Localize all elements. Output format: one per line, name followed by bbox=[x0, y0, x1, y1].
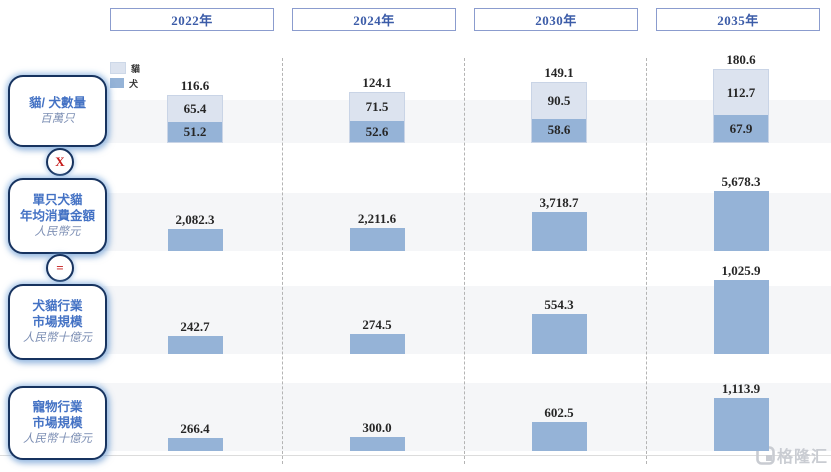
bar bbox=[713, 191, 769, 251]
label-line: 年均消費金額 bbox=[19, 209, 95, 223]
bar bbox=[713, 279, 769, 354]
bar-value-label: 242.7 bbox=[180, 319, 210, 335]
cat-swatch-icon bbox=[110, 62, 126, 74]
bar bbox=[167, 336, 223, 354]
watermark-text: 格隆汇 bbox=[776, 449, 828, 466]
bar bbox=[167, 438, 223, 451]
label-line: 市場規模 bbox=[32, 315, 83, 329]
legend-label: 犬 bbox=[129, 78, 139, 89]
bar-value-label: 274.5 bbox=[362, 317, 392, 333]
dog-swatch-icon bbox=[110, 78, 124, 88]
bar-segment-dog: 58.6 bbox=[531, 118, 587, 143]
bar bbox=[349, 227, 405, 251]
bar-value-label: 554.3 bbox=[544, 296, 574, 312]
bar-value-label: 2,082.3 bbox=[175, 212, 215, 228]
bar-value-label: 1,113.9 bbox=[721, 380, 761, 396]
bar bbox=[167, 229, 223, 251]
stacked-bar-total-label: 149.1 bbox=[544, 64, 574, 80]
bar-value-label: 1,025.9 bbox=[721, 262, 761, 278]
bar bbox=[531, 211, 587, 251]
bar-segment-cat: 112.7 bbox=[713, 68, 769, 116]
stacked-bar-total-label: 180.6 bbox=[726, 51, 756, 67]
bottom-baseline bbox=[0, 455, 831, 456]
bar bbox=[531, 422, 587, 451]
label-line: 市場規模 bbox=[32, 416, 83, 430]
label-box-pet-market: 寵物行業 市場規模 人民幣十億元 bbox=[8, 386, 107, 460]
bar-value-label: 3,718.7 bbox=[539, 194, 579, 210]
bar bbox=[713, 397, 769, 451]
bar-segment-dog: 52.6 bbox=[349, 121, 405, 143]
stacked-bar-total-label: 124.1 bbox=[362, 75, 392, 91]
legend-item-dog: 犬 bbox=[110, 76, 140, 90]
legend: 貓 犬 bbox=[110, 61, 140, 91]
label-unit: 人民幣元 bbox=[34, 226, 81, 238]
column-divider bbox=[282, 58, 283, 464]
year-header-2035: 2035年 bbox=[656, 8, 820, 31]
bar-value-label: 2,211.6 bbox=[357, 210, 397, 226]
label-line: 貓/ 犬數量 bbox=[29, 96, 86, 110]
year-header-2030: 2030年 bbox=[474, 8, 638, 31]
equals-operator: = bbox=[46, 254, 74, 282]
label-unit: 百萬只 bbox=[40, 113, 75, 125]
label-line: 單只犬貓 bbox=[32, 193, 83, 207]
column-divider bbox=[464, 58, 465, 464]
legend-item-cat: 貓 bbox=[110, 61, 140, 75]
operator-glyph: X bbox=[55, 154, 65, 169]
label-box-spend-per-pet: 單只犬貓 年均消費金額 人民幣元 bbox=[8, 178, 107, 254]
stacked-bar-total-label: 116.6 bbox=[180, 78, 210, 94]
label-line: 寵物行業 bbox=[32, 400, 83, 414]
year-header-2022: 2022年 bbox=[110, 8, 274, 31]
bar-value-label: 602.5 bbox=[544, 405, 574, 421]
column-divider bbox=[646, 58, 647, 464]
label-box-pet-count: 貓/ 犬數量 百萬只 bbox=[8, 75, 107, 147]
operator-glyph: = bbox=[56, 260, 64, 275]
legend-label: 貓 bbox=[131, 63, 141, 74]
bar-segment-dog: 51.2 bbox=[167, 122, 223, 143]
bar-value-label: 300.0 bbox=[362, 419, 392, 435]
label-line: 犬貓行業 bbox=[32, 299, 83, 313]
bar-segment-cat: 90.5 bbox=[531, 81, 587, 119]
bar bbox=[531, 313, 587, 354]
bar-segment-cat: 71.5 bbox=[349, 92, 405, 122]
label-unit: 人民幣十億元 bbox=[23, 433, 92, 445]
bar bbox=[349, 436, 405, 451]
label-box-catdog-market: 犬貓行業 市場規模 人民幣十億元 bbox=[8, 284, 107, 360]
bar bbox=[349, 334, 405, 354]
bar-segment-cat: 65.4 bbox=[167, 95, 223, 122]
year-header-2024: 2024年 bbox=[292, 8, 456, 31]
bar-value-label: 5,678.3 bbox=[721, 174, 761, 190]
multiply-operator: X bbox=[46, 148, 74, 176]
label-unit: 人民幣十億元 bbox=[23, 332, 92, 344]
bar-segment-dog: 67.9 bbox=[713, 115, 769, 143]
bar-value-label: 266.4 bbox=[180, 421, 210, 437]
